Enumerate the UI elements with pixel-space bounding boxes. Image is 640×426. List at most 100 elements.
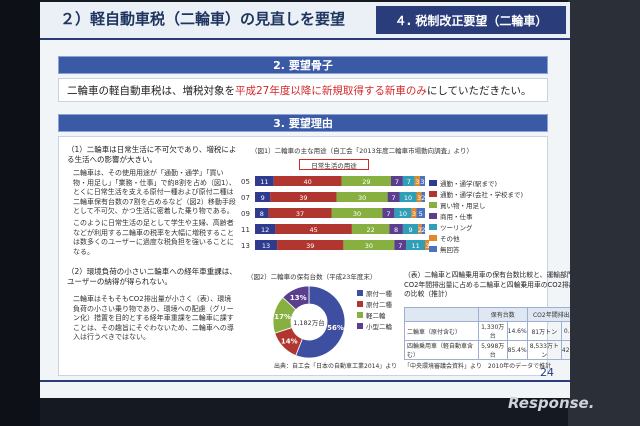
table-source: 「中央環境審議会資料」より 2010年のデータで推計 <box>404 363 552 370</box>
bar-value-label: 3 <box>412 210 416 218</box>
bar-chart-title: （図1）二輪車の主な用途（自工会「2013年度二輪車市場動向調査」より） <box>251 147 474 155</box>
bar-segment <box>255 192 271 202</box>
bar-value-label: 8 <box>394 226 398 234</box>
point2-heading: （2）環境負荷の小さい二輪車への経年車重課は、ユーザーの納得が得られない。 <box>67 267 237 286</box>
bar-segment <box>255 208 269 218</box>
legend-item: ツーリング <box>429 221 523 232</box>
point2-body: 二輪車はそもそもCO2排出量が小さく（表）、環境負荷の小さい乗り物であり、環境へ… <box>73 295 234 341</box>
legend-label: 通勤・通学(会社・学校まで) <box>440 190 524 199</box>
bar-category-label: 05 <box>241 178 250 186</box>
table-cell: 二輪車（原付含む） <box>404 321 479 341</box>
legend-item: 無回答 <box>429 243 523 254</box>
bar-value-label: 9 <box>261 194 265 202</box>
bar-segment <box>382 208 395 218</box>
bar-value-label: 30 <box>358 194 366 202</box>
pie-slice-label: 56% <box>327 324 344 332</box>
left-wall <box>0 0 40 426</box>
bar-chart-legend: 通勤・通学(駅まで) 通勤・通学(会社・学校まで) 買い物・用足し 商用・仕事 ツーリン… <box>429 177 523 254</box>
pie-chart-legend: 原付一種原付二種 軽二輪 小型二輪 <box>357 287 392 331</box>
legend-swatch <box>429 179 437 186</box>
bar-value-label: 3 <box>415 178 419 186</box>
bar-segment <box>402 224 419 234</box>
bar-segment <box>391 176 403 186</box>
table-row: 四輪乗用車（軽自動車含む） 5,998万台 85.4% 8,533万トン 42.… <box>404 340 570 360</box>
bar-segment <box>416 192 422 202</box>
section-title-reasons: 3. 要望理由 <box>58 114 548 132</box>
bar-value-label: 40 <box>304 178 312 186</box>
point1-body-2: このように日常生活の足として学生や主婦、高齢者などが利用する二輪車の税率を大幅に… <box>73 219 234 256</box>
legend-item: 原付二種 <box>357 298 392 309</box>
bar-segment <box>389 224 403 234</box>
legend-item: 軽二輪 <box>357 309 392 320</box>
bar-segment <box>255 176 274 186</box>
legend-label: 商用・仕事 <box>440 212 473 221</box>
usage-bar-chart: 05 11 40 29 7 7 3 307 9 39 30 7 10 3 209 8 37 30 7 10 3 511 12… <box>241 176 429 250</box>
comparison-table: 保有台数 CO2年間排出量 二輪車（原付含む） 1,330万台 14.6% 81… <box>404 307 570 360</box>
legend-label: 通勤・通学(駅まで) <box>440 179 498 188</box>
bar-category-label: 07 <box>241 194 250 202</box>
bar-value-label: 2 <box>421 194 425 202</box>
bar-segment <box>394 240 407 250</box>
bar-value-label: 3 <box>425 242 429 250</box>
header-divider <box>40 38 570 40</box>
bar-segment <box>351 224 390 234</box>
bar-segment <box>277 240 344 250</box>
legend-item: 商用・仕事 <box>429 210 523 221</box>
legend-label: 原付一種 <box>366 289 392 298</box>
legend-swatch <box>429 212 437 219</box>
bar-value-label: 9 <box>408 226 412 234</box>
legend-item: 小型二輪 <box>357 320 392 331</box>
pie-slice-label: 17% <box>274 313 291 321</box>
bar-value-label: 37 <box>296 210 304 218</box>
bar-value-label: 7 <box>395 178 399 186</box>
bar-segment <box>331 208 383 218</box>
legend-item: その他 <box>429 232 523 243</box>
table-cell: 85.4% <box>506 340 528 360</box>
pie-slice <box>282 285 310 311</box>
legend-swatch <box>429 190 437 197</box>
bar-value-label: 3 <box>417 194 421 202</box>
table-cell: 0.4% <box>560 321 570 341</box>
bar-value-label: 7 <box>391 194 395 202</box>
bar-category-label: 11 <box>241 226 250 234</box>
bar-segment <box>406 240 425 250</box>
request-text-after: にしていただきたい。 <box>426 84 532 97</box>
bar-value-label: 13 <box>262 242 270 250</box>
bar-value-label: 2 <box>421 226 425 234</box>
table-header-cell <box>404 307 479 322</box>
bar-value-label: 5 <box>419 210 423 218</box>
table-cell: 14.6% <box>506 321 528 341</box>
bar-category-label: 09 <box>241 210 250 218</box>
right-wall <box>568 0 640 426</box>
slide-title: ２）軽自動車税（二輪車）の見直しを要望 <box>60 10 346 28</box>
table-header-cell: 保有台数 <box>477 307 528 322</box>
legend-swatch <box>357 311 363 318</box>
bar-segment <box>255 240 278 250</box>
point1-heading: （1）二輪車は日常生活に不可欠であり、増税による生活への影響が大きい。 <box>67 145 237 164</box>
bar-segment <box>425 240 429 250</box>
bar-segment <box>402 176 415 186</box>
bar-value-label: 39 <box>299 194 307 202</box>
table-header-row: 保有台数 CO2年間排出量 <box>404 307 570 322</box>
bar-segment <box>419 176 425 186</box>
legend-swatch <box>429 245 437 252</box>
pie-chart-title: （図2）二輪車の保有台数（平成23年度末） <box>247 273 377 281</box>
bar-value-label: 7 <box>398 242 402 250</box>
bar-segment <box>394 208 412 218</box>
bar-segment <box>387 192 400 202</box>
legend-swatch <box>429 201 437 208</box>
bar-segment <box>273 176 342 186</box>
pie-center-label: 1,182万台 <box>293 318 325 327</box>
bar-segment <box>421 224 425 234</box>
bar-segment <box>421 192 425 202</box>
bar-value-label: 3 <box>420 178 424 186</box>
legend-label: 原付二種 <box>366 300 392 309</box>
section-title-summary: 2. 要望骨子 <box>58 56 548 74</box>
legend-label: 無回答 <box>440 245 460 254</box>
bar-value-label: 7 <box>407 178 411 186</box>
ownership-pie-chart: 56% 14% 17% 13% 1,182万台 <box>272 285 346 359</box>
bar-segment <box>341 176 391 186</box>
legend-swatch <box>429 223 437 230</box>
table-cell: 5,998万台 <box>477 340 508 360</box>
legend-swatch <box>429 234 437 241</box>
